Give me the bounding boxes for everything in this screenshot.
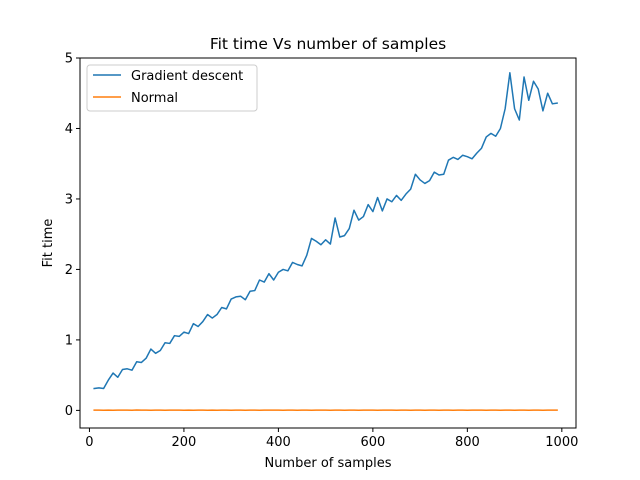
y-tick-label: 1 [65,333,73,348]
x-tick-label: 0 [85,435,93,450]
y-tick-label: 2 [65,263,73,278]
x-tick-label: 200 [172,435,197,450]
x-tick-label: 400 [266,435,291,450]
series-line-gradient-descent [93,72,558,390]
y-tick-label: 4 [65,122,73,137]
plot-area [93,72,558,412]
legend: Gradient descent Normal [86,64,258,112]
x-tick-label: 800 [455,435,480,450]
legend-label-gradient-descent: Gradient descent [131,69,243,84]
y-axis-ticks: 0 1 2 3 4 5 [65,52,80,419]
x-tick-label: 1000 [545,435,578,450]
x-tick-label: 600 [360,435,385,450]
x-axis-label: Number of samples [264,456,391,471]
y-tick-label: 3 [65,192,73,207]
y-tick-label: 0 [65,404,73,419]
axes-frame [79,57,577,429]
y-tick-label: 5 [65,52,73,67]
legend-frame [86,64,258,112]
chart-title: Fit time Vs number of samples [210,35,446,53]
x-axis-ticks: 0 200 400 600 800 1000 [85,428,578,450]
legend-label-normal: Normal [131,91,178,106]
y-axis-label: Fit time [41,219,56,268]
